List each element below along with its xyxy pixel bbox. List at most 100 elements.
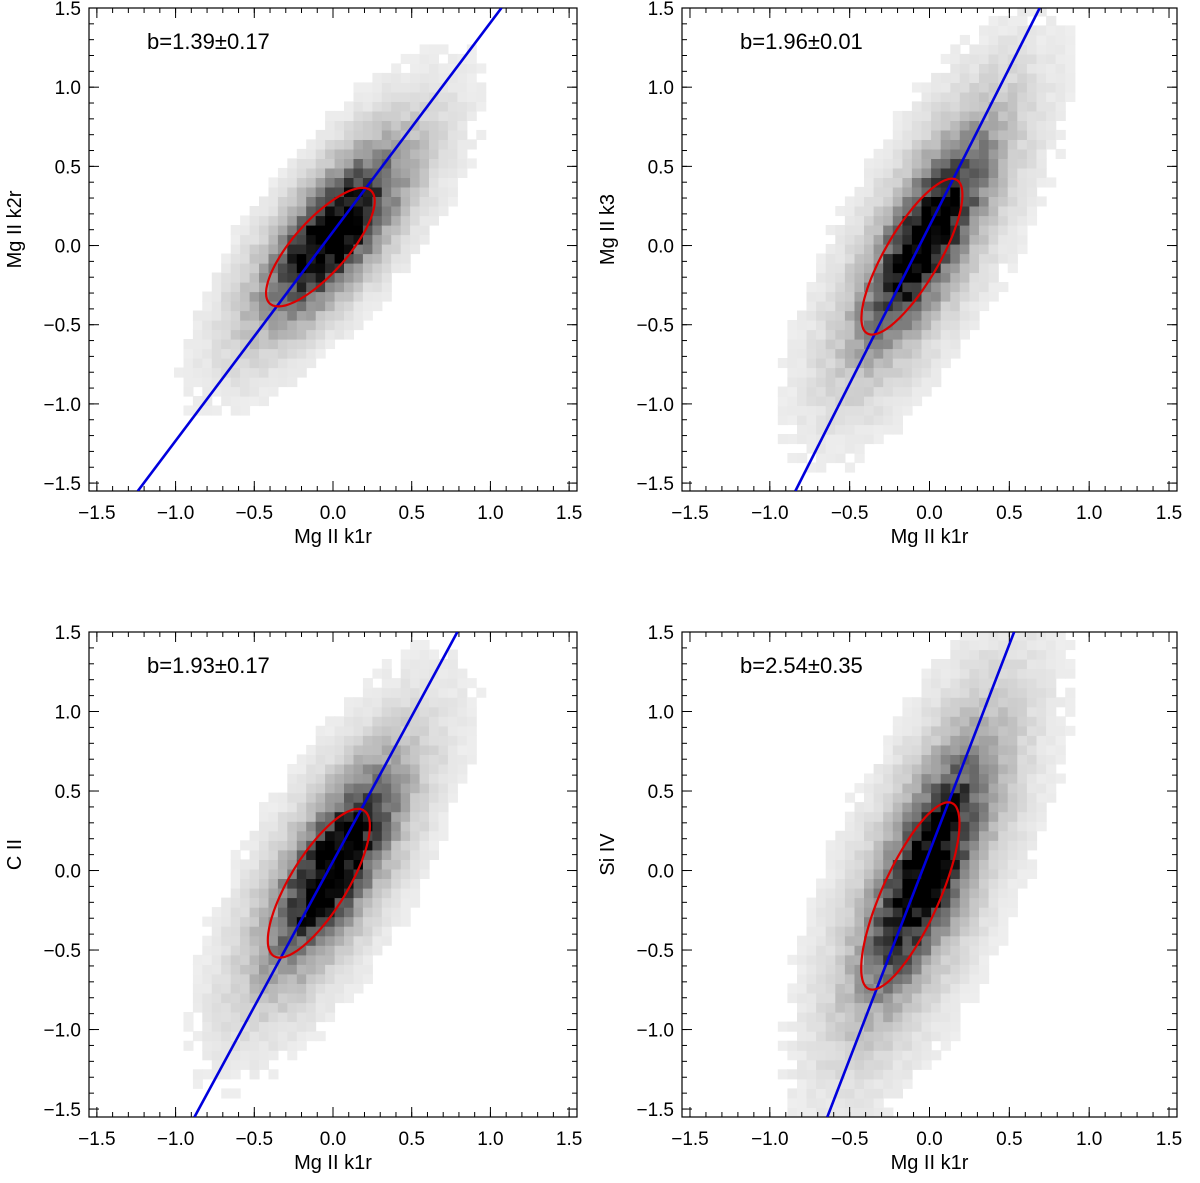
density-cell — [921, 1059, 932, 1070]
density-cell — [287, 1050, 298, 1061]
density-cell — [940, 139, 951, 150]
density-cell — [883, 764, 894, 775]
density-cell — [277, 225, 288, 236]
density-cell — [1046, 754, 1057, 765]
density-cell — [296, 272, 307, 283]
density-cell — [921, 244, 932, 255]
density-cell — [211, 1050, 222, 1061]
density-cell — [353, 120, 364, 131]
density-cell — [325, 301, 336, 312]
density-cell — [240, 310, 251, 321]
density-cell — [429, 206, 439, 217]
density-cell — [797, 993, 808, 1004]
density-cell — [419, 735, 430, 746]
density-cell — [950, 954, 961, 965]
density-cell — [381, 859, 392, 870]
density-cell — [902, 234, 913, 245]
density-cell — [911, 697, 923, 708]
density-cell — [892, 291, 903, 302]
density-cell — [844, 1012, 856, 1023]
density-cell — [902, 177, 913, 188]
x-tick-label: −0.5 — [831, 1129, 869, 1150]
density-cell — [230, 396, 241, 407]
density-cell — [873, 859, 884, 870]
density-cell — [381, 101, 392, 112]
density-cell — [315, 234, 326, 245]
density-cell — [315, 840, 326, 851]
density-cell — [844, 907, 856, 918]
density-cell — [969, 301, 980, 312]
density-cell — [419, 129, 430, 140]
x-tick-label: 0.0 — [916, 503, 942, 524]
density-cell — [921, 916, 932, 927]
confidence-ellipse — [266, 807, 372, 959]
density-cell — [1046, 34, 1057, 45]
density-cell — [325, 234, 336, 245]
density-cell — [892, 725, 903, 736]
density-cell — [353, 139, 364, 150]
density-cell — [1055, 25, 1066, 36]
density-cell — [959, 225, 970, 236]
density-cell — [259, 196, 269, 207]
density-cell — [959, 973, 970, 984]
density-cell — [372, 811, 383, 822]
density-cell — [864, 377, 875, 388]
y-tick-label: 1.5 — [55, 0, 81, 20]
density-cell — [950, 1021, 961, 1032]
density-cell — [825, 888, 836, 899]
density-cell — [1007, 792, 1018, 803]
density-cell — [940, 1031, 951, 1042]
density-cell — [988, 821, 999, 832]
density-cell — [325, 215, 336, 226]
density-cell — [902, 973, 913, 984]
density-cell — [1007, 110, 1018, 121]
density-cell — [315, 348, 326, 359]
density-cell — [873, 396, 884, 407]
density-cell — [287, 1031, 298, 1042]
density-cell — [325, 878, 336, 889]
density-cell — [1017, 735, 1028, 746]
density-cell — [816, 973, 827, 984]
density-cell — [447, 687, 458, 698]
regression-fit-line — [136, 8, 503, 491]
density-cell — [211, 1059, 222, 1070]
density-cell — [998, 821, 1009, 832]
density-cell — [400, 744, 411, 755]
density-cell — [447, 53, 458, 64]
density-cell — [287, 167, 298, 178]
density-cell — [797, 1012, 808, 1023]
density-cell — [240, 1059, 251, 1070]
density-cell — [211, 320, 222, 331]
density-cell — [979, 72, 990, 83]
density-cell — [1036, 82, 1047, 93]
density-cell — [1046, 716, 1057, 727]
density-cell — [873, 310, 884, 321]
density-cell — [931, 1002, 942, 1013]
density-cell — [315, 773, 326, 784]
density-cell — [353, 282, 364, 293]
density-cell — [806, 377, 817, 388]
density-cell — [883, 735, 894, 746]
density-cell — [353, 82, 364, 93]
density-cell — [979, 878, 990, 889]
density-cell — [787, 1040, 798, 1051]
density-cell — [334, 234, 345, 245]
density-cell — [391, 206, 402, 217]
density-cell — [315, 329, 326, 340]
density-cell — [315, 1031, 326, 1042]
density-cell — [825, 945, 836, 956]
density-cell — [835, 840, 846, 851]
density-cell — [344, 329, 354, 340]
density-cell — [259, 225, 269, 236]
density-cell — [306, 1012, 317, 1023]
density-cell — [306, 954, 317, 965]
density-cell — [931, 716, 942, 727]
density-cell — [854, 415, 865, 426]
density-cell — [438, 177, 449, 188]
density-cell — [816, 424, 827, 435]
density-cell — [381, 177, 392, 188]
density-cell — [240, 301, 251, 312]
density-cell — [931, 964, 942, 975]
density-cell — [835, 377, 846, 388]
density-cell — [825, 348, 836, 359]
